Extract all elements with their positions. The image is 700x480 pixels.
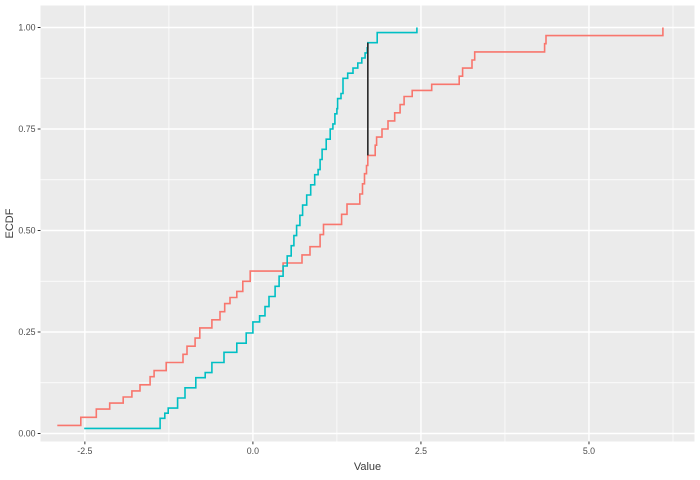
ecdf-curves bbox=[57, 27, 664, 430]
x-tick-label: -2.5 bbox=[77, 446, 92, 456]
axis-tick-labels: -2.5 0.0 2.5 5.0 0.00 0.25 0.50 0.75 1.00 bbox=[18, 23, 595, 456]
sample-2-cyan-ecdf-curve bbox=[84, 27, 418, 430]
y-tick-label: 0.00 bbox=[18, 429, 35, 439]
y-tick-label: 0.25 bbox=[18, 327, 35, 337]
x-tick-label: 0.0 bbox=[247, 446, 259, 456]
x-tick-label: 5.0 bbox=[583, 446, 595, 456]
axis-ticks bbox=[37, 27, 590, 445]
grid-major-lines bbox=[40, 5, 695, 442]
y-tick-label: 1.00 bbox=[18, 23, 35, 33]
y-tick-label: 0.75 bbox=[18, 124, 35, 134]
sample-1-red-ecdf-curve bbox=[57, 27, 664, 427]
grid-minor-lines bbox=[40, 5, 695, 442]
y-axis-title: ECDF bbox=[4, 208, 16, 238]
x-tick-label: 2.5 bbox=[415, 446, 427, 456]
x-axis-title: Value bbox=[354, 461, 381, 473]
y-tick-label: 0.50 bbox=[18, 226, 35, 236]
